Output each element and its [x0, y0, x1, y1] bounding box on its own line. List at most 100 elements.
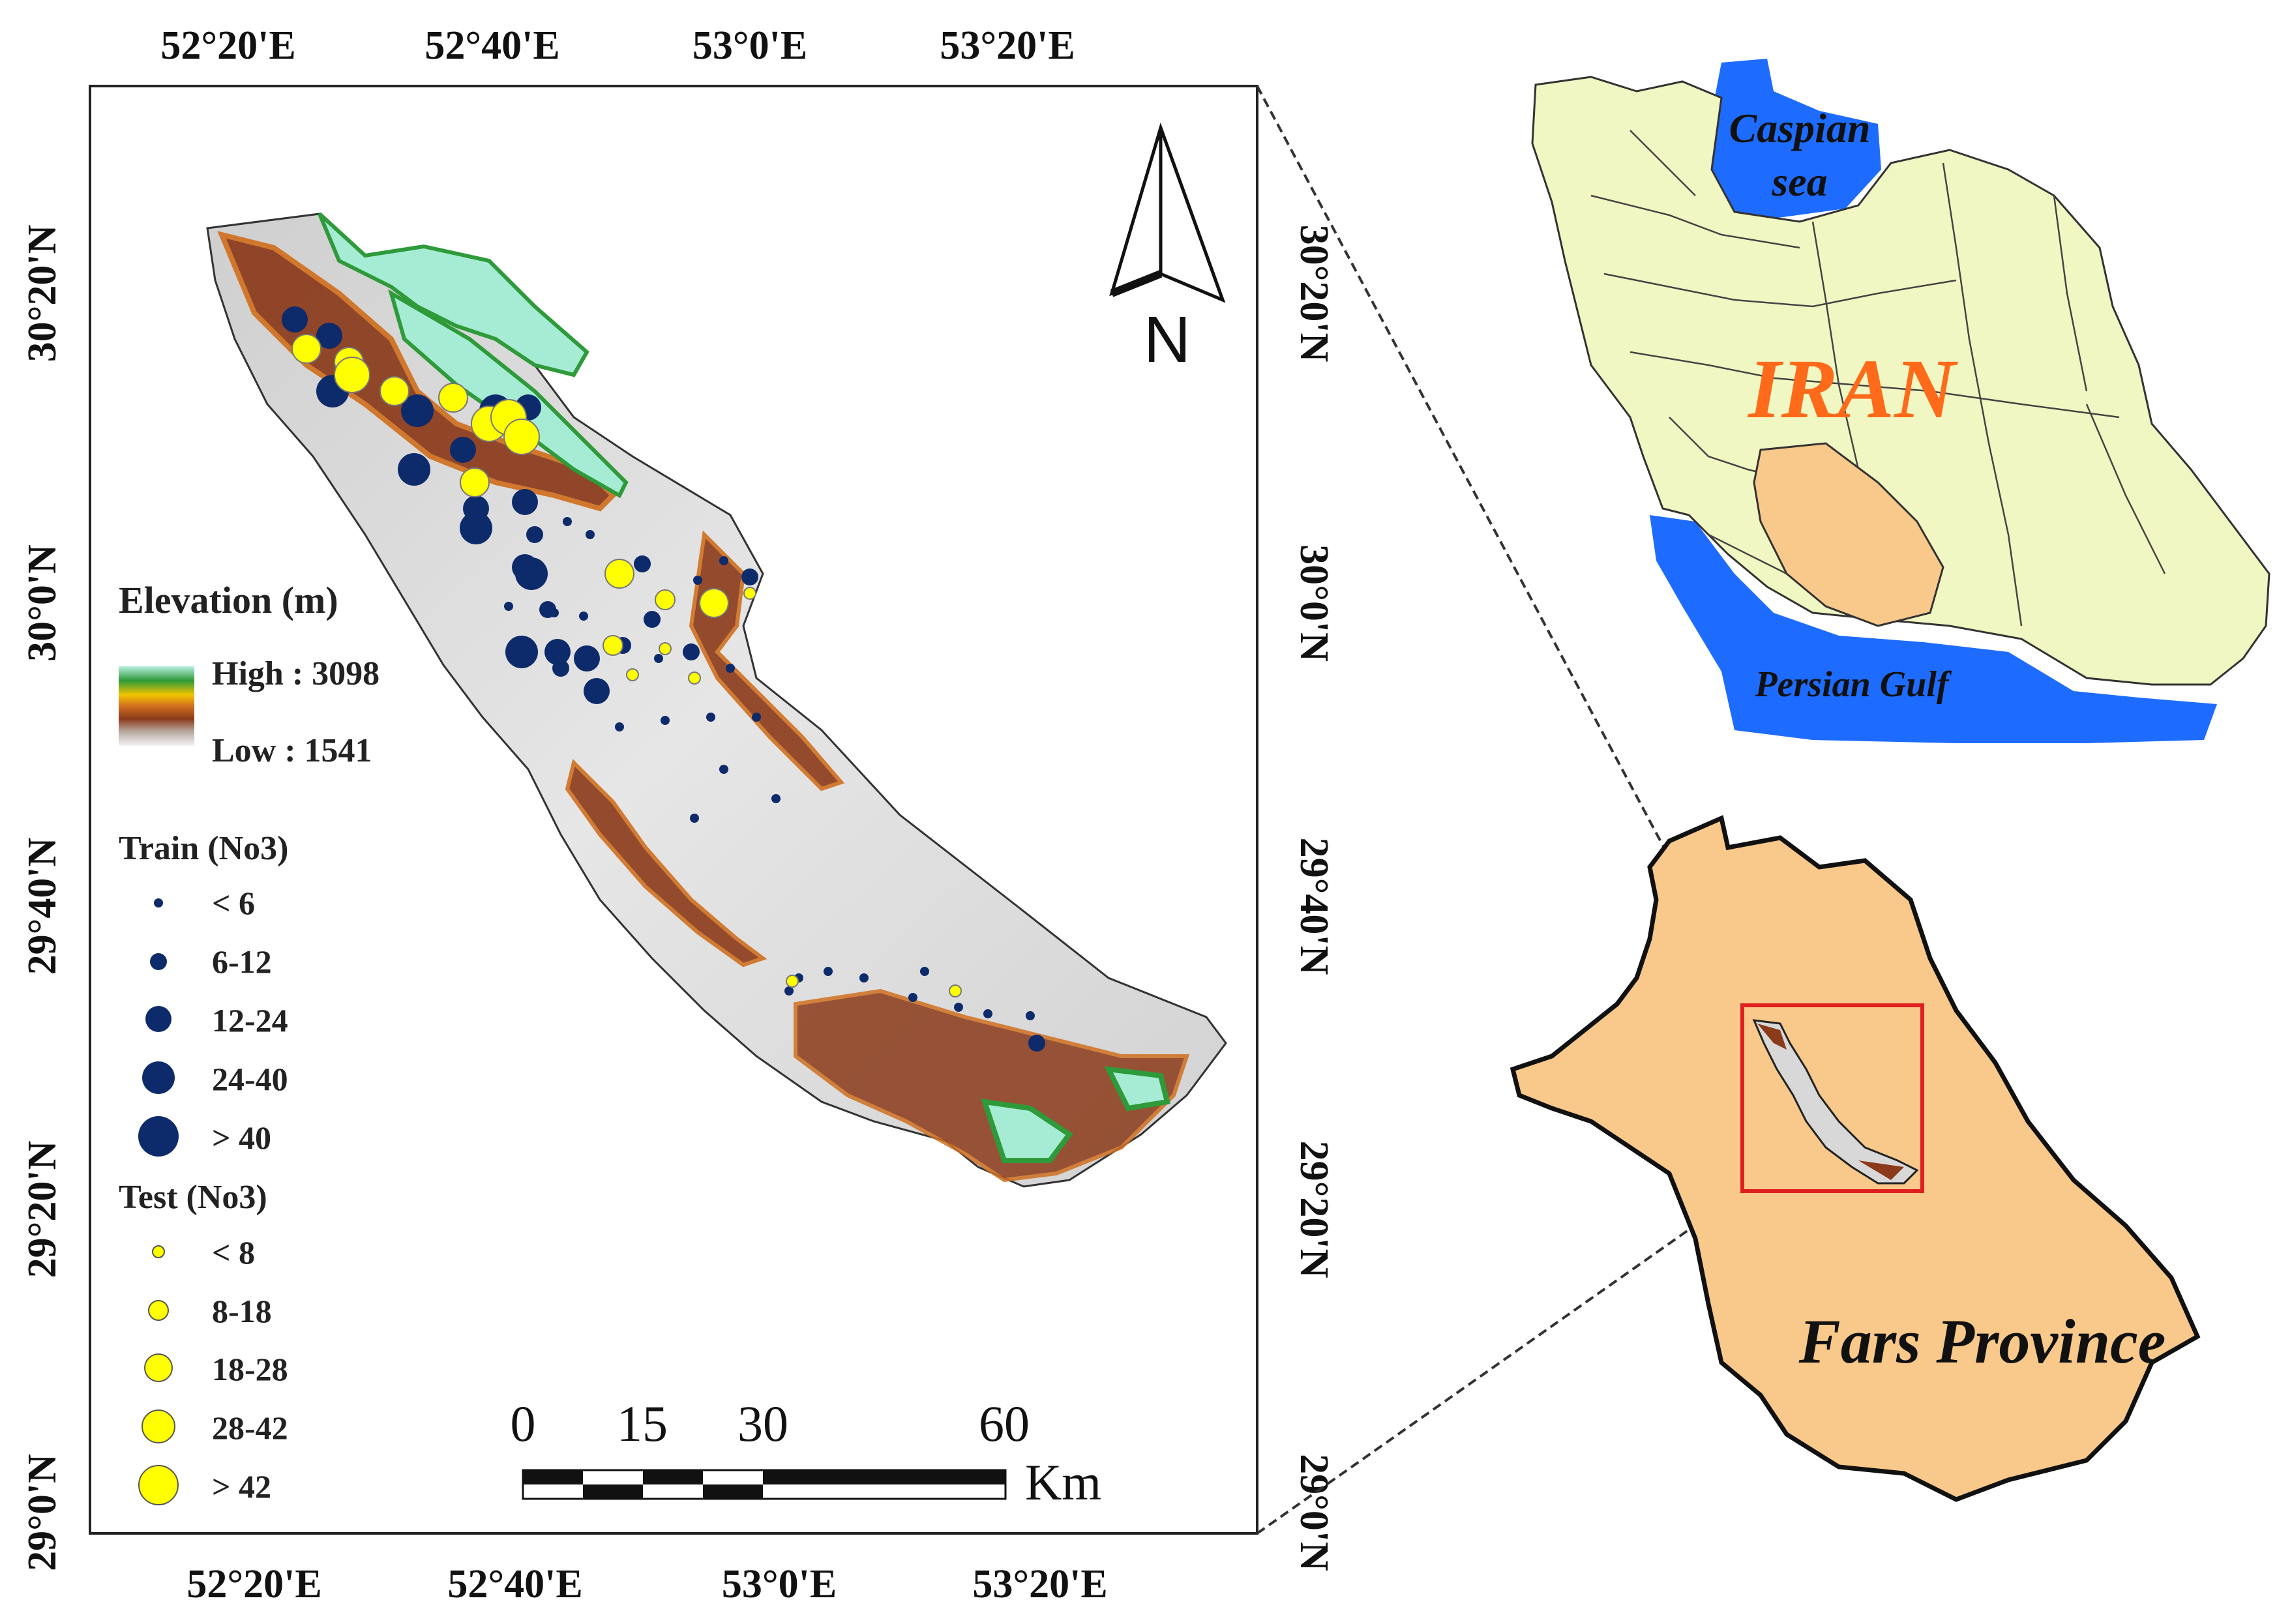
train-sample-point: [706, 713, 715, 722]
test-sample-point: [743, 587, 756, 600]
test-sample-point: [604, 559, 634, 589]
lon-label-bottom-2: 52°40'E: [447, 1562, 582, 1606]
lat-label-right-2: 30°0'N: [1292, 544, 1336, 662]
train-sample-point: [504, 602, 513, 611]
train-sample-point: [401, 394, 434, 427]
train-sample-point: [726, 664, 735, 673]
fars-province-label: Fars Province: [1798, 1307, 2166, 1376]
test-sample-point: [688, 672, 701, 685]
scale-label-0: 0: [511, 1395, 536, 1452]
latitude-labels-right: 30°20'N 30°0'N 29°40'N 29°20'N 29°0'N: [1292, 225, 1336, 1571]
scale-bar: 0 15 30 60 Km: [511, 1395, 1102, 1511]
lat-label-left-2: 30°0'N: [20, 544, 65, 662]
train-sample-point: [859, 973, 869, 982]
test-sample-point: [291, 334, 321, 364]
test-legend-symbol-1: [152, 1245, 165, 1258]
map-legend: Elevation (m) High : 3098 Low : 1541 Tra…: [119, 579, 380, 1505]
test-sample-point: [786, 975, 799, 988]
lat-label-right-3: 29°40'N: [1292, 838, 1336, 975]
test-legend-label-4: 28-42: [212, 1410, 288, 1446]
caspian-label-line1: Caspian: [1729, 105, 1871, 151]
train-sample-point: [615, 722, 624, 731]
lat-label-right-1: 30°20'N: [1292, 225, 1336, 362]
train-sample-point: [719, 765, 728, 774]
train-legend-symbol-5: [138, 1116, 179, 1157]
elevation-legend-title: Elevation (m): [119, 579, 338, 621]
elevation-high-label: High : 3098: [212, 655, 380, 692]
train-sample-point: [824, 967, 833, 976]
train-sample-point: [282, 306, 308, 332]
train-sample-point: [552, 660, 569, 677]
train-legend-symbol-4: [142, 1061, 175, 1094]
train-legend-symbol-1: [154, 898, 163, 908]
train-sample-point: [954, 1003, 963, 1012]
persian-gulf-label: Persian Gulf: [1754, 664, 1952, 705]
train-sample-point: [752, 713, 761, 722]
train-sample-point: [512, 489, 538, 515]
lon-label-top-3: 53°0'E: [692, 23, 807, 68]
train-legend-label-2: 6-12: [212, 943, 272, 980]
test-sample-point: [659, 642, 672, 655]
caspian-label-line2: sea: [1771, 158, 1827, 205]
test-legend-symbol-3: [144, 1353, 173, 1382]
train-sample-point: [784, 986, 794, 996]
terrain-plateau-nw: [318, 212, 589, 377]
train-sample-point: [654, 654, 663, 663]
scale-label-60: 60: [979, 1395, 1030, 1452]
test-legend-label-5: > 42: [212, 1468, 271, 1505]
train-sample-point: [563, 517, 572, 526]
train-sample-point: [719, 556, 728, 565]
train-sample-point: [398, 453, 430, 486]
lon-label-top-1: 52°20'E: [160, 23, 295, 68]
lat-label-left-5: 29°0'N: [20, 1454, 65, 1571]
terrain-ridge-east: [689, 530, 845, 791]
lon-label-top-4: 53°20'E: [940, 23, 1075, 68]
test-legend-symbol-4: [141, 1410, 175, 1443]
lat-label-right-4: 29°20'N: [1292, 1141, 1336, 1278]
test-sample-point: [380, 376, 409, 406]
train-sample-point: [586, 530, 595, 539]
test-sample-point: [699, 588, 729, 618]
iran-label: IRAN: [1747, 342, 1958, 436]
train-sample-point: [661, 716, 670, 725]
test-sample-point: [655, 589, 676, 610]
train-legend-symbol-3: [145, 1006, 171, 1032]
train-sample-point: [634, 555, 651, 572]
test-sample-point: [603, 635, 623, 656]
train-sample-point: [526, 526, 543, 543]
test-legend-label-1: < 8: [212, 1234, 255, 1271]
terrain-ridge-southwest: [565, 759, 767, 967]
scale-label-15: 15: [617, 1395, 668, 1452]
train-legend-symbol-2: [150, 953, 167, 970]
terrain-ridge-north-green: [388, 289, 629, 499]
train-sample-point: [584, 678, 610, 704]
train-legend-label-4: 24-40: [212, 1061, 288, 1097]
test-legend-symbol-2: [148, 1300, 169, 1321]
test-sample-point: [503, 419, 540, 455]
test-sample-point: [626, 668, 639, 681]
train-sample-point: [644, 611, 661, 628]
train-sample-point: [693, 576, 702, 585]
train-sample-point: [544, 639, 571, 665]
caspian-sea: [1702, 59, 1881, 218]
train-sample-point: [1028, 1035, 1045, 1052]
persian-gulf-sea: [1650, 515, 2217, 743]
scale-label-30: 30: [737, 1395, 788, 1452]
lon-label-bottom-1: 52°20'E: [186, 1562, 321, 1606]
test-legend-symbol-5: [138, 1465, 179, 1505]
train-sample-point: [460, 512, 492, 544]
test-sample-point: [460, 467, 490, 497]
sample-points: [282, 306, 1045, 1052]
north-label: N: [1144, 303, 1191, 376]
train-sample-point: [683, 643, 700, 660]
scale-unit: Km: [1025, 1454, 1101, 1511]
train-legend-label-3: 12-24: [212, 1002, 288, 1039]
terrain-peaks-south: [981, 1066, 1170, 1163]
elevation-low-label: Low : 1541: [212, 732, 372, 769]
train-legend-label-1: < 6: [212, 885, 255, 921]
train-sample-point: [450, 437, 476, 463]
elevation-color-ramp: [119, 666, 194, 746]
test-legend-label-3: 18-28: [212, 1351, 288, 1387]
train-sample-point: [908, 993, 917, 1002]
lat-label-left-1: 30°20'N: [20, 225, 65, 362]
